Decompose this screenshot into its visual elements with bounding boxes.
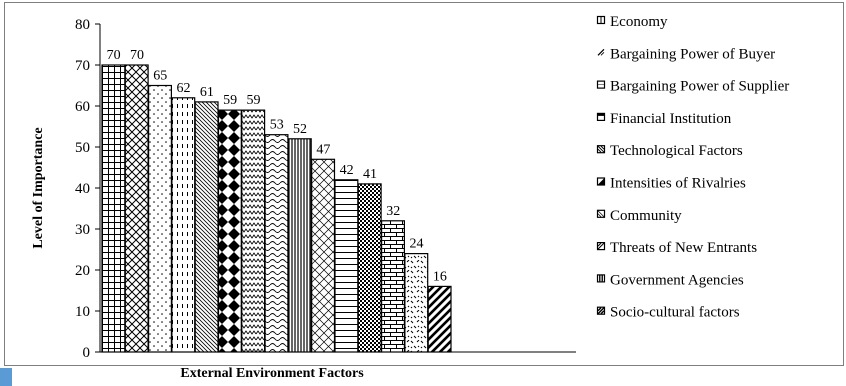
- x-axis-title: External Environment Factors: [180, 366, 364, 381]
- y-tick-label: 80: [75, 17, 90, 33]
- bar: [404, 253, 429, 353]
- bar: [427, 285, 452, 353]
- bar: [264, 134, 289, 353]
- bar-value-label: 53: [270, 118, 284, 133]
- y-tick-label: 20: [75, 263, 90, 279]
- legend-label: Socio-cultural factors: [610, 305, 740, 321]
- legend-label: Bargaining Power of Supplier: [610, 79, 789, 95]
- legend-label: Financial Institution: [610, 111, 732, 127]
- page-edge-accent: [0, 368, 12, 386]
- bar-value-label: 32: [386, 204, 400, 219]
- legend-swatch-icon: [597, 48, 605, 56]
- bar-value-label: 61: [200, 85, 214, 100]
- bar-value-label: 70: [130, 48, 144, 63]
- bar: [287, 138, 312, 353]
- legend-swatch-icon: [596, 80, 606, 89]
- legend-label: Technological Factors: [610, 143, 743, 159]
- legend-label: Community: [610, 208, 682, 224]
- legend-swatch-icon: [596, 145, 606, 154]
- legend-swatch-icon: [596, 177, 606, 186]
- legend-item: Technological Factors: [596, 143, 743, 159]
- y-axis-title: Level of Importance: [31, 127, 46, 248]
- bar: [241, 109, 266, 353]
- legend-item: Threats of New Entrants: [596, 240, 757, 256]
- legend-label: Bargaining Power of Buyer: [610, 46, 775, 62]
- legend-item: Community: [596, 208, 682, 224]
- legend-item: Economy: [596, 14, 668, 30]
- y-tick-label: 0: [83, 345, 91, 361]
- legend-swatch-icon: [596, 274, 606, 283]
- legend-label: Intensities of Rivalries: [610, 176, 746, 192]
- bar-value-label: 59: [223, 93, 237, 108]
- bar-value-label: 42: [340, 163, 354, 178]
- legend-swatch-icon: [596, 209, 606, 218]
- bar-value-label: 62: [177, 81, 191, 96]
- bar-value-label: 65: [153, 69, 167, 84]
- bar-value-label: 16: [433, 269, 447, 284]
- bar: [194, 101, 219, 353]
- bar: [148, 84, 173, 353]
- legend-item: Government Agencies: [596, 272, 744, 288]
- bar-value-label: 52: [293, 122, 307, 137]
- legend-label: Threats of New Entrants: [610, 240, 757, 256]
- legend-item: Financial Institution: [596, 111, 732, 127]
- legend-swatch-icon: [596, 112, 606, 122]
- bar-value-label: 24: [410, 237, 424, 252]
- bar: [334, 179, 359, 353]
- bar-value-label: 70: [107, 48, 121, 63]
- bars-group: 70 70 65 62 61 59 59 53 52 47 42 41 32 24 16: [101, 48, 452, 353]
- legend-swatch-icon: [596, 242, 606, 251]
- bar-value-label: 59: [246, 93, 260, 108]
- legend-swatch-icon: [596, 306, 606, 315]
- legend-item: Intensities of Rivalries: [596, 176, 746, 192]
- y-axis: 0 10 20 30 40 50 60 70 80: [75, 17, 101, 361]
- bar: [357, 183, 382, 353]
- y-tick-label: 60: [75, 99, 90, 115]
- legend-label: Government Agencies: [610, 272, 744, 288]
- legend-item: Bargaining Power of Buyer: [597, 46, 775, 62]
- y-tick-label: 30: [75, 222, 90, 238]
- bar: [217, 109, 242, 353]
- bar-value-label: 47: [316, 142, 330, 157]
- bar: [311, 158, 336, 353]
- y-tick-label: 70: [75, 58, 90, 74]
- bar: [381, 220, 406, 353]
- bar-value-label: 41: [363, 167, 377, 182]
- y-tick-label: 50: [75, 140, 90, 156]
- bar: [101, 64, 126, 353]
- bar: [171, 97, 196, 353]
- legend-swatch-icon: [596, 15, 606, 25]
- y-tick-label: 10: [75, 304, 90, 320]
- legend-item: Socio-cultural factors: [596, 305, 740, 321]
- bar: [124, 64, 149, 353]
- y-tick-label: 40: [75, 181, 90, 197]
- legend: Economy Bargaining Power of Buyer Bargaini…: [596, 14, 789, 321]
- legend-label: Economy: [610, 14, 668, 30]
- legend-item: Bargaining Power of Supplier: [596, 79, 789, 95]
